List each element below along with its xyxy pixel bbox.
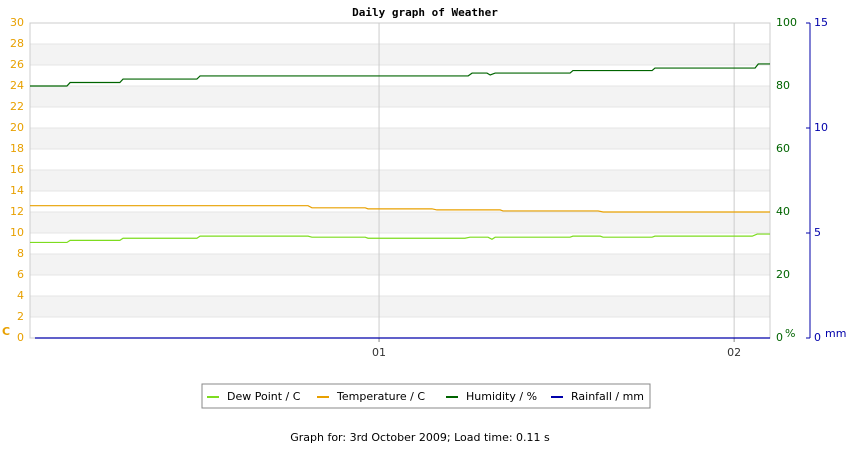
y2-tick-label: 20 [776, 268, 790, 281]
y2-tick-label: 100 [776, 16, 797, 29]
x-tick-label: 01 [372, 346, 386, 359]
series-line [30, 233, 770, 244]
legend-label: Humidity / % [466, 390, 537, 403]
grid-band [30, 44, 770, 65]
y3-tick-label: 10 [814, 121, 828, 134]
y-tick-label: 14 [10, 184, 24, 197]
y3-tick-label: 0 [814, 331, 821, 344]
y-tick-label: 22 [10, 100, 24, 113]
grid-band [30, 23, 770, 44]
y2-axis-label: % [785, 327, 795, 340]
grid-band [30, 191, 770, 212]
grid-band [30, 254, 770, 275]
legend-label: Dew Point / C [227, 390, 301, 403]
y2-tick-label: 80 [776, 79, 790, 92]
y-tick-label: 26 [10, 58, 24, 71]
y2-tick-label: 60 [776, 142, 790, 155]
y-tick-label: 2 [17, 310, 24, 323]
y-tick-label: 24 [10, 79, 24, 92]
y-tick-label: 6 [17, 268, 24, 281]
y-tick-label: 30 [10, 16, 24, 29]
y-axis-label: C [2, 325, 10, 338]
grid-band [30, 212, 770, 233]
footer: Graph for: 3rd October 2009; Load time: … [290, 431, 550, 444]
x-tick-label: 02 [727, 346, 741, 359]
y2-tick-label: 40 [776, 205, 790, 218]
y-tick-label: 16 [10, 163, 24, 176]
grid-band [30, 128, 770, 149]
y3-tick-label: 15 [814, 16, 828, 29]
chart-title: Daily graph of Weather [352, 6, 498, 19]
series-line [30, 63, 770, 87]
grid-band [30, 296, 770, 317]
y2-tick-label: 0 [776, 331, 783, 344]
legend-box [201, 383, 651, 409]
grid-band [30, 149, 770, 170]
legend-label: Rainfall / mm [571, 390, 644, 403]
y-tick-label: 28 [10, 37, 24, 50]
grid-band [30, 107, 770, 128]
grid-band [30, 86, 770, 107]
legend-label: Temperature / C [336, 390, 425, 403]
y-tick-label: 20 [10, 121, 24, 134]
y-tick-label: 12 [10, 205, 24, 218]
y3-tick-label: 5 [814, 226, 821, 239]
grid-band [30, 275, 770, 296]
y-tick-label: 4 [17, 289, 24, 302]
grid-band [30, 317, 770, 338]
series-line [30, 205, 770, 213]
y-tick-label: 8 [17, 247, 24, 260]
grid-band [30, 233, 770, 254]
y-tick-label: 10 [10, 226, 24, 239]
y-tick-label: 0 [17, 331, 24, 344]
y3-axis-label: mm [825, 327, 846, 340]
grid-band [30, 170, 770, 191]
y-tick-label: 18 [10, 142, 24, 155]
